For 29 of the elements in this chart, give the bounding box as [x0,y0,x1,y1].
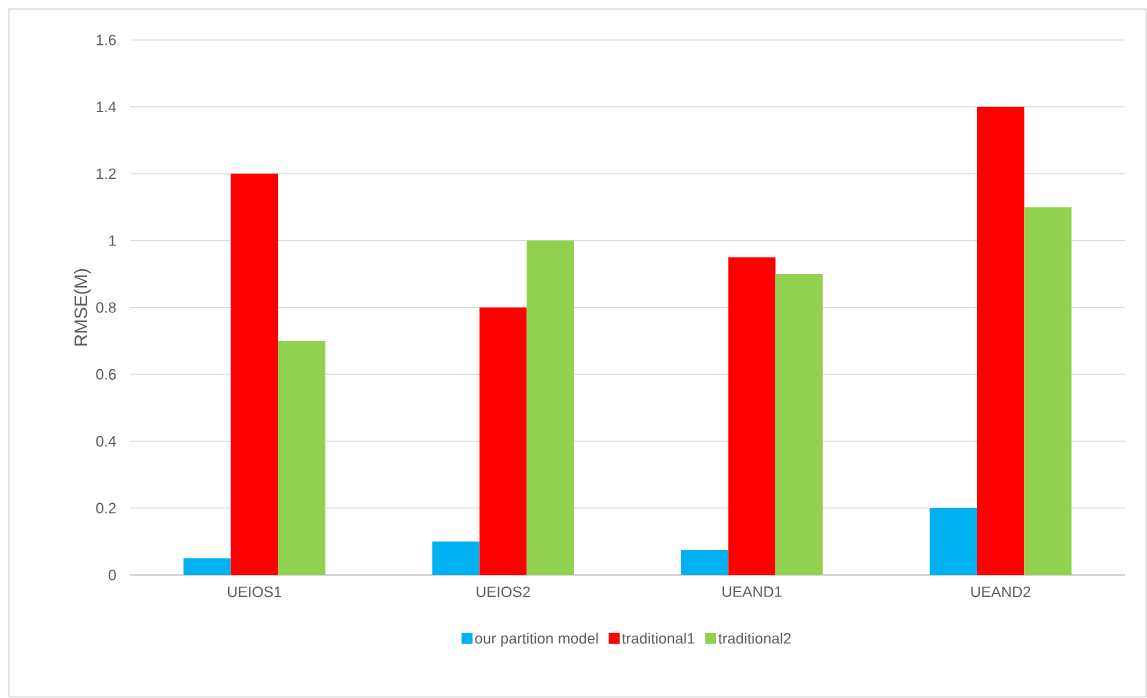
x-tick-label: UEAND1 [722,586,782,597]
bar [526,240,575,575]
legend-label: traditional2 [718,632,791,644]
y-tick-label: 0.4 [96,435,117,447]
bar [432,541,480,575]
y-tick-label: 1.6 [96,34,116,46]
y-tick-label: 0.2 [96,502,116,514]
y-axis-title: RMSE(M) [73,269,91,346]
bar [183,558,231,575]
y-tick-label: 0.6 [96,369,116,380]
bar [278,340,326,575]
bar [680,549,729,575]
x-tick-label: UEAND2 [971,586,1031,598]
x-tick-label: UEIOS2 [476,586,530,598]
bar [479,307,527,575]
y-tick-label: 1 [109,235,116,246]
y-tick-label: 1.4 [96,101,117,113]
y-tick-label: 0 [108,569,116,581]
bar [775,274,823,575]
x-tick-label: UEIOS1 [228,586,282,598]
bar [728,257,776,575]
legend-label: our partition model [475,632,598,647]
bar [977,106,1025,575]
bar [230,173,279,575]
bar [1024,207,1072,575]
y-tick-label: 0.8 [96,302,116,313]
legend-label: traditional1 [621,632,695,644]
y-tick-label: 1.2 [96,168,116,179]
bar [929,508,978,575]
